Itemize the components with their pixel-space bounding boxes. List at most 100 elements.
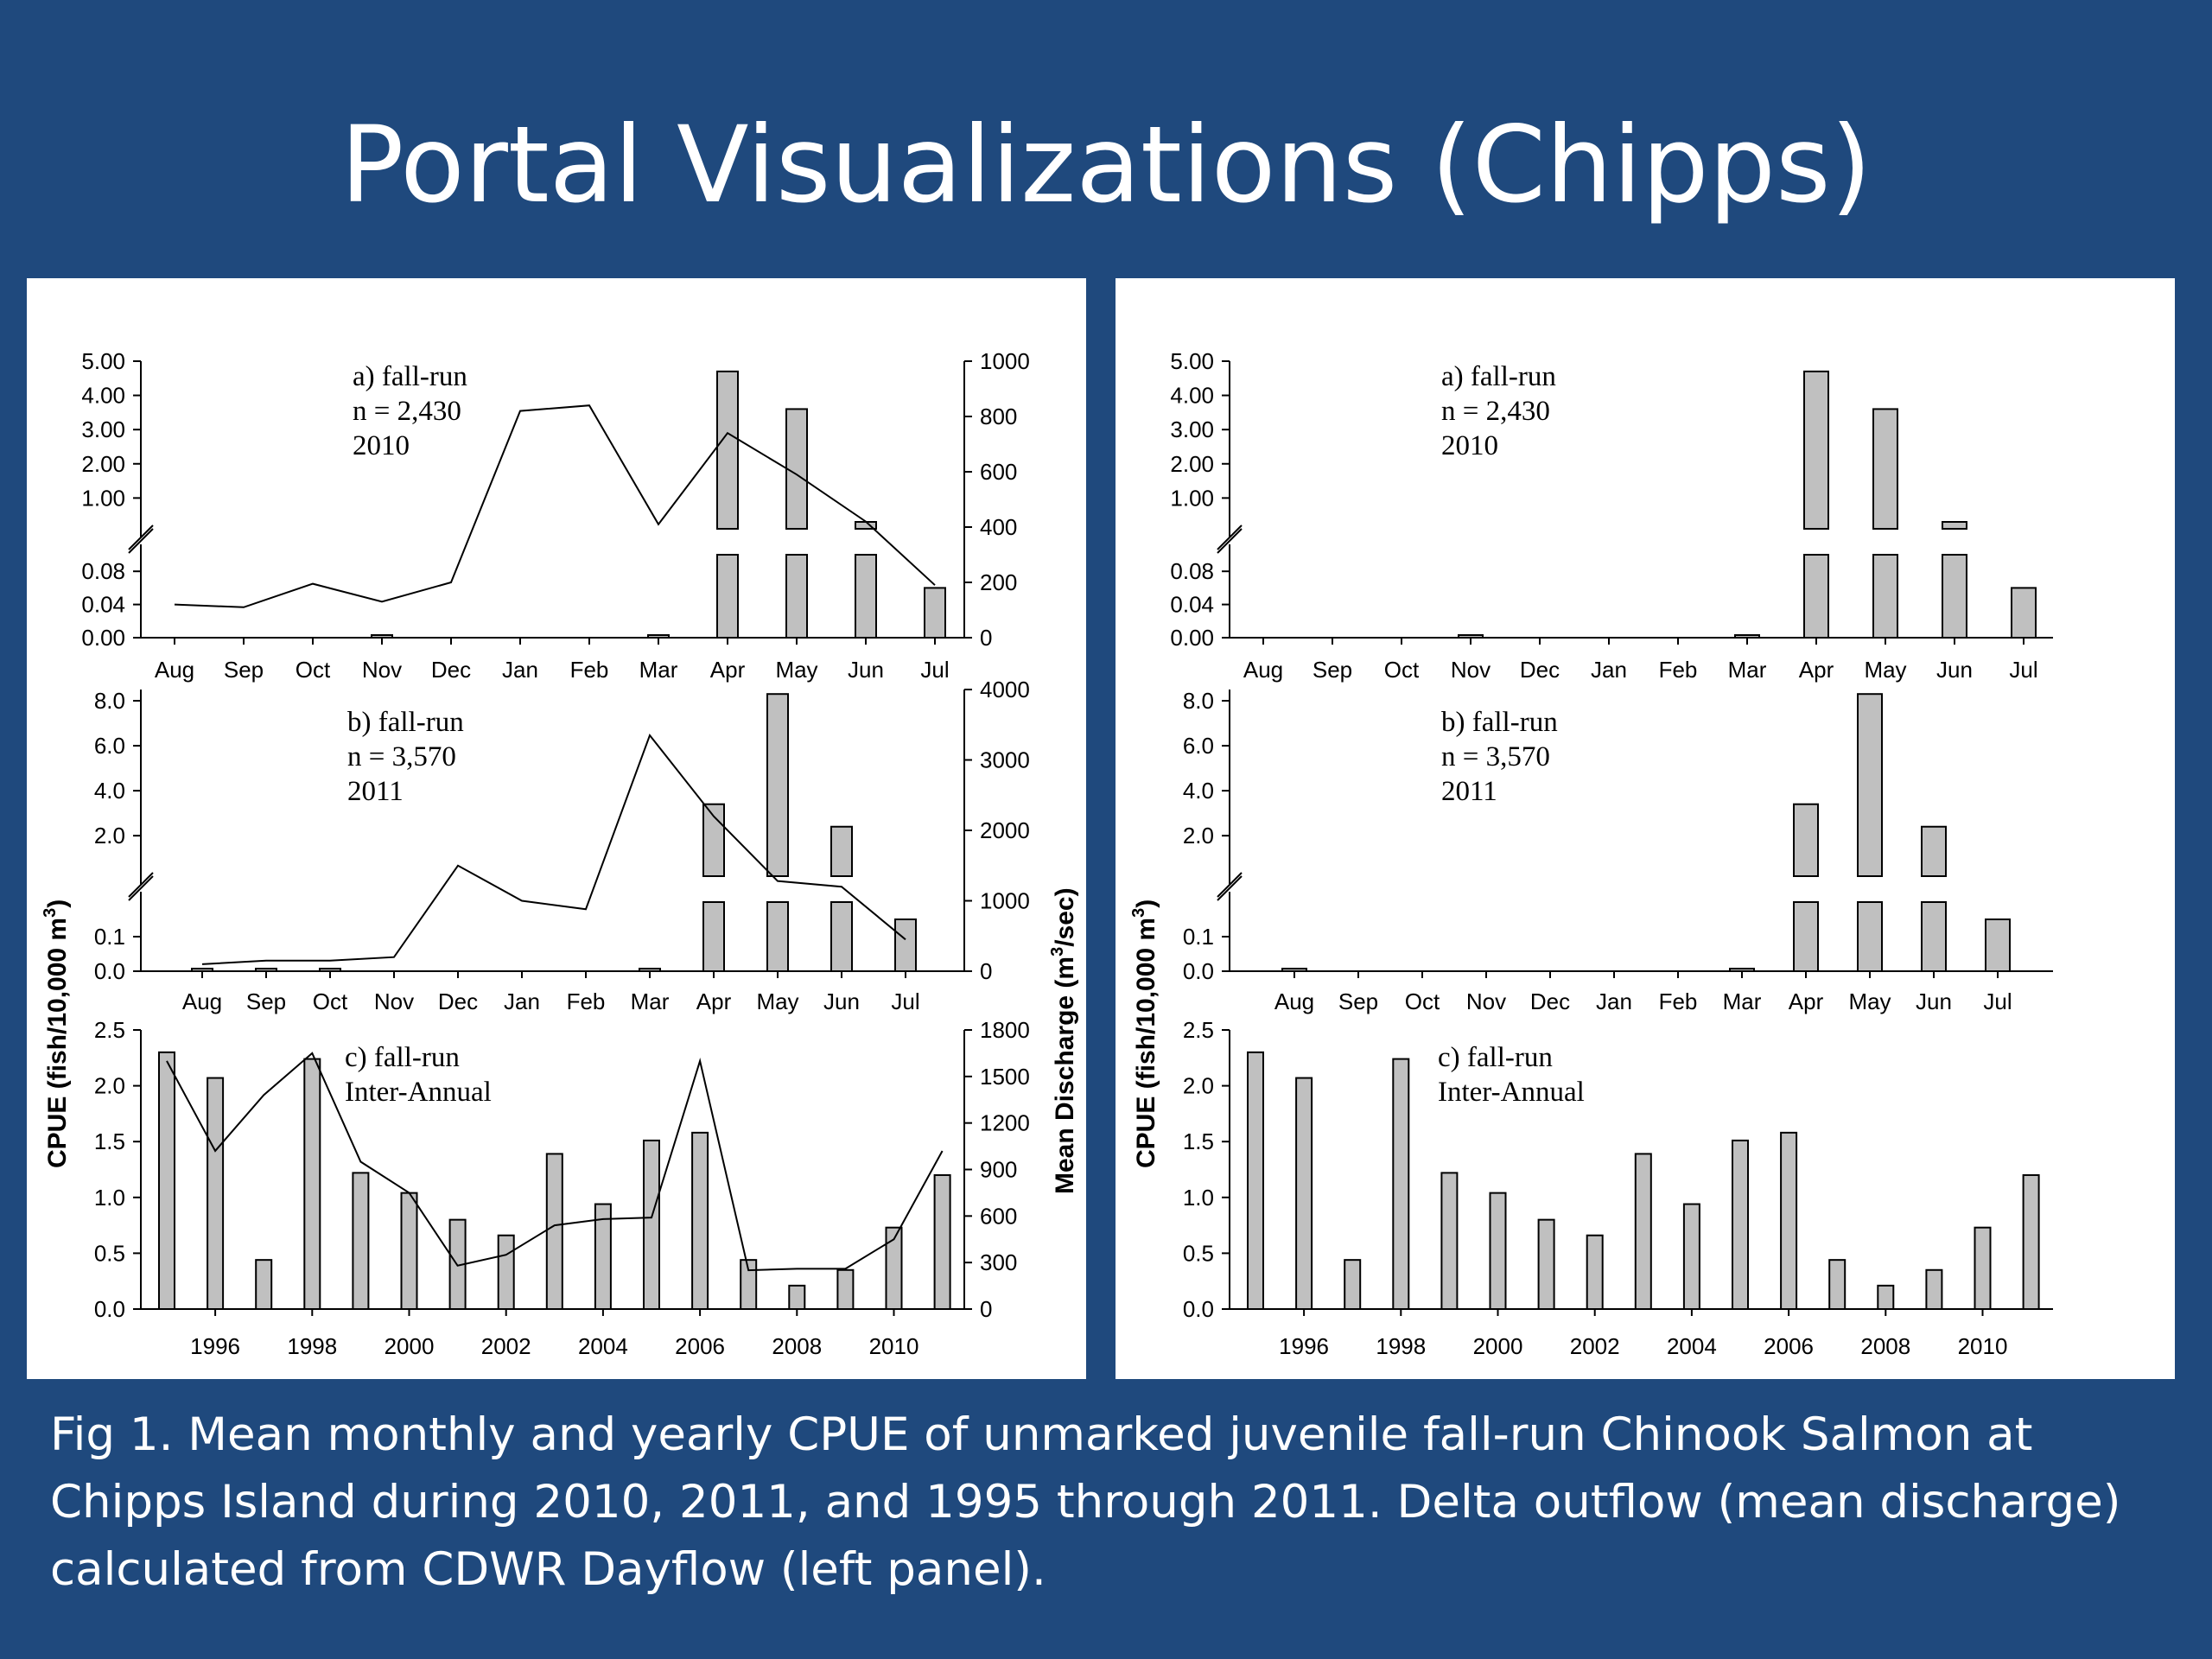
caption-line: Fig 1. Mean monthly and yearly CPUE of u… (50, 1408, 2033, 1461)
x-tick-label: 2008 (772, 1333, 822, 1359)
bar (855, 554, 877, 639)
y-tick-label: 1.0 (94, 1185, 125, 1211)
chart-annotation: 2010 (1441, 430, 1498, 461)
discharge-line (166, 1052, 944, 1272)
x-tick-label: Jun (848, 657, 884, 683)
x-tick-label: 2006 (1764, 1333, 1814, 1359)
bar (207, 1077, 225, 1311)
x-tick-label: Mar (1723, 988, 1762, 1014)
x-tick-label: May (1864, 657, 1906, 683)
chart-annotation: 2011 (347, 776, 404, 807)
y-tick-label: 4.00 (81, 383, 125, 409)
y-tick-label: 3.00 (81, 416, 125, 442)
y-tick-label: 2.5 (1183, 1017, 1214, 1043)
x-tick-label: 2010 (1958, 1333, 2008, 1359)
chart-annotation: n = 3,570 (1441, 741, 1550, 772)
x-tick-label: Nov (362, 657, 402, 683)
x-tick-label: 2004 (1667, 1333, 1717, 1359)
x-tick-label: Sep (224, 657, 264, 683)
bar (1586, 1234, 1604, 1311)
bar (647, 634, 670, 639)
y-tick-label: 1.0 (1183, 1185, 1214, 1211)
x-tick-label: 2010 (869, 1333, 919, 1359)
y-tick-label: 0.5 (1183, 1240, 1214, 1266)
axis-break-mark (128, 875, 154, 901)
x-tick-label: Dec (1520, 657, 1560, 683)
y-tick-label: 4.00 (1170, 383, 1214, 409)
y-tick-label: 2.5 (94, 1017, 125, 1043)
y2-tick-label: 200 (980, 569, 1017, 595)
y2-tick-label: 600 (980, 459, 1017, 485)
x-tick-label: Sep (1338, 988, 1378, 1014)
chart-panel-left: CPUE (fish/10,000 m3) Mean Discharge (m3… (27, 278, 1086, 1379)
y-tick-label: 0.00 (1170, 625, 1214, 651)
chart-annotation: b) fall-run (347, 707, 464, 738)
bar (400, 1192, 418, 1310)
x-tick-label: 1996 (190, 1333, 240, 1359)
bar (2011, 587, 2037, 639)
bar (1877, 1284, 1895, 1311)
x-tick-label: Jul (1983, 988, 2012, 1014)
chart-annotation: n = 3,570 (347, 741, 456, 772)
bar (1857, 901, 1883, 972)
chart-annotation: Inter-Annual (1438, 1077, 1585, 1108)
x-tick-label: Jun (1916, 988, 1952, 1014)
chart-svg-left: CPUE (fish/10,000 m3) Mean Discharge (m3… (41, 348, 1079, 1359)
x-tick-label: Feb (567, 988, 606, 1014)
axis-break-mark (1217, 875, 1243, 901)
caption-line: Chipps Island during 2010, 2011, and 199… (50, 1476, 2121, 1529)
bar (1295, 1077, 1313, 1311)
x-tick-label: Apr (696, 988, 732, 1014)
axis-break-mark (128, 524, 154, 550)
x-tick-label: Jun (1936, 657, 1973, 683)
discharge-line (174, 404, 936, 608)
bar (1872, 408, 1898, 530)
y-tick-label: 8.0 (1183, 688, 1214, 714)
bar (1803, 370, 1829, 530)
x-tick-label: May (1848, 988, 1891, 1014)
x-tick-label: Nov (1451, 657, 1491, 683)
y2-tick-label: 900 (980, 1157, 1017, 1183)
x-tick-label: Jan (504, 988, 540, 1014)
bar (2022, 1173, 2040, 1310)
bar (885, 1226, 903, 1310)
x-tick-label: 1998 (1376, 1333, 1426, 1359)
y2-tick-label: 2000 (980, 817, 1030, 843)
chart-annotation: c) fall-run (1438, 1042, 1553, 1073)
x-tick-label: Sep (246, 988, 286, 1014)
bar (1857, 693, 1883, 878)
x-tick-label: Jul (920, 657, 949, 683)
bar (1344, 1259, 1362, 1310)
y-tick-label: 1.5 (94, 1128, 125, 1154)
y-tick-label: 0.0 (94, 958, 125, 984)
axis-break-mark (1217, 872, 1243, 898)
axis-break-mark (128, 872, 154, 898)
y2-tick-label: 800 (980, 404, 1017, 429)
bar (766, 693, 789, 878)
x-tick-label: Apr (1799, 657, 1834, 683)
x-tick-label: 1996 (1279, 1333, 1329, 1359)
x-tick-label: Feb (1659, 988, 1698, 1014)
bar (545, 1153, 563, 1310)
x-tick-label: Oct (313, 988, 348, 1014)
x-tick-label: Dec (438, 988, 478, 1014)
bar (1921, 901, 1947, 972)
bar (1985, 918, 2011, 972)
chart-annotation: 2010 (353, 430, 410, 461)
y-tick-label: 1.00 (1170, 485, 1214, 511)
x-tick-label: 1998 (287, 1333, 337, 1359)
y-tick-label: 6.0 (1183, 733, 1214, 759)
y2-tick-label: 1000 (980, 348, 1030, 374)
x-tick-label: Aug (182, 988, 222, 1014)
x-tick-label: Nov (374, 988, 414, 1014)
chart-annotation: a) fall-run (1441, 361, 1556, 392)
bar (788, 1284, 806, 1311)
y-tick-label: 0.5 (94, 1240, 125, 1266)
y-tick-label: 8.0 (94, 688, 125, 714)
x-tick-label: Apr (1789, 988, 1824, 1014)
y-tick-label: 0.0 (1183, 1296, 1214, 1322)
bar (1803, 554, 1829, 639)
y-tick-label: 4.0 (94, 778, 125, 804)
y-tick-label: 3.00 (1170, 416, 1214, 442)
bar (1458, 634, 1484, 639)
